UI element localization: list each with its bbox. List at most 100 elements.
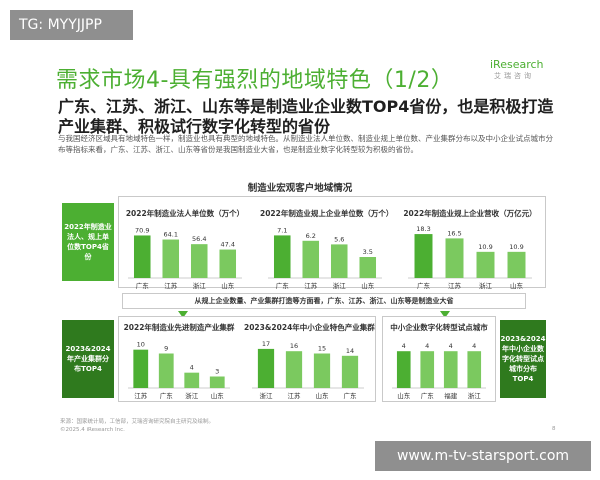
chart-1-category-3: 山东 (361, 281, 375, 290)
chart-4-bar-2 (313, 353, 331, 388)
chart-panel-3: 2022年制造业先进制造产业集群 10 江苏 9 广东 4 浙江 3 山东 (120, 322, 238, 400)
chart-2-bar-3 (507, 251, 526, 278)
chart-2-bar-2 (476, 251, 495, 278)
chart-2-value-3: 10.9 (509, 243, 523, 251)
chart-2-bar-0 (414, 234, 433, 278)
chart-3-category-2: 浙江 (185, 391, 199, 400)
chart-5-value-3: 4 (472, 342, 476, 350)
chart-title-1: 2022年制造业规上企业单位数（万个） (260, 209, 394, 218)
chart-5-bar-1 (420, 351, 435, 388)
chart-5-bar-0 (396, 351, 411, 388)
chart-3-category-0: 江苏 (134, 391, 148, 400)
chart-3-bar-1 (158, 353, 174, 388)
chart-5-category-3: 浙江 (468, 391, 482, 400)
side-label-bottom-left-text: 2023&2024年产业集群分布TOP4 (65, 345, 111, 373)
chart-3-bar-0 (133, 349, 149, 388)
chart-title-2: 2022年制造业规上企业营收（万亿元） (403, 209, 537, 218)
chart-1-bar-0 (273, 235, 291, 278)
watermark-url: www.m-tv-starsport.com (375, 441, 591, 471)
chart-0-value-0: 70.9 (135, 226, 149, 234)
chart-title-5: 中小企业数字化转型试点城市 (390, 323, 488, 332)
chart-5-category-2: 福建 (444, 391, 458, 400)
chart-2-category-1: 江苏 (448, 281, 462, 290)
chart-0-category-3: 山东 (221, 281, 235, 290)
description: 与我国经济区域具有地域特色一样，制造业也具有典型的地域特色。从制造业法人单位数、… (58, 134, 553, 154)
footer-copyright: ©2025.4 iResearch Inc. (60, 427, 125, 433)
chart-5-bar-3 (467, 351, 482, 388)
chart-4-category-1: 江苏 (288, 391, 302, 400)
chart-0-category-2: 浙江 (193, 281, 207, 290)
chart-2-value-2: 10.9 (478, 243, 492, 251)
bar-chart-5: 4 山东 4 广东 4 福建 4 浙江 (392, 342, 486, 400)
chart-4-category-0: 浙江 (260, 391, 274, 400)
footer-source: 来源：国家统计局，工信部，艾瑞咨询研究院自主研究及绘制。 (60, 419, 215, 425)
page-title: 需求市场4-具有强烈的地域特色（1/2） (56, 68, 454, 93)
side-label-bottom-left: 2023&2024年产业集群分布TOP4 (62, 320, 114, 398)
arrow-down-icon-left (178, 311, 188, 318)
chart-0-category-0: 广东 (136, 281, 150, 290)
chart-2-bar-1 (445, 238, 464, 278)
chart-1-bar-3 (359, 257, 377, 278)
iresearch-logo: iResearch 艾瑞咨询 (490, 58, 550, 80)
chart-0-value-1: 64.1 (164, 231, 178, 239)
chart-3-value-1: 9 (164, 345, 168, 353)
bar-chart-2: 18.3 广东 16.5 江苏 10.9 浙江 10.9 山东 (408, 225, 532, 290)
chart-2-category-3: 山东 (510, 281, 524, 290)
chart-4-value-3: 14 (346, 347, 354, 355)
chart-0-bar-2 (190, 244, 208, 278)
chart-1-value-1: 6.2 (306, 232, 316, 240)
chart-0-value-3: 47.4 (221, 241, 235, 249)
chart-panel-0: 2022年制造业法人单位数（万个） 70.9 广东 64.1 江苏 56.4 浙江 47.4… (120, 208, 250, 290)
chart-4-bar-0 (257, 348, 275, 388)
page-number: 8 (552, 426, 556, 432)
chart-1-value-2: 5.6 (334, 235, 344, 243)
chart-panel-2: 2022年制造业规上企业营收（万亿元） 18.3 广东 16.5 江苏 10.9 浙江 10… (400, 208, 540, 290)
arrow-down-icon-right (440, 311, 450, 318)
chart-1-category-0: 广东 (276, 281, 290, 290)
chart-1-bar-2 (330, 244, 348, 278)
chart-5-category-0: 山东 (397, 391, 411, 400)
footer: 来源：国家统计局，工信部，艾瑞咨询研究院自主研究及绘制。 ©2025.4 iRe… (60, 418, 214, 434)
chart-5-value-0: 4 (402, 342, 406, 350)
chart-4-value-1: 16 (290, 342, 298, 350)
chart-2-value-0: 18.3 (416, 225, 430, 233)
chart-2-category-0: 广东 (417, 281, 431, 290)
chart-4-value-0: 17 (262, 340, 270, 348)
chart-0-bar-3 (219, 249, 237, 278)
bar-chart-4: 17 浙江 16 江苏 15 山东 14 广东 (252, 340, 364, 400)
chart-2-category-2: 浙江 (479, 281, 493, 290)
chart-title-0: 2022年制造业法人单位数（万个） (125, 209, 245, 218)
logo-text: iResearch (490, 58, 544, 71)
chart-1-value-0: 7.1 (277, 226, 287, 234)
chart-3-value-2: 4 (190, 364, 194, 372)
chart-title-4: 2023&2024年中小企业特色产业集群 (244, 323, 375, 332)
headline: 广东、江苏、浙江、山东等是制造业企业数TOP4省份，也是积极打造产业集群、积极试… (58, 97, 554, 136)
side-label-bottom-right-text: 2023&2024年中小企业数字化转型试点城市分布TOP4 (500, 335, 546, 383)
chart-3-category-1: 广东 (160, 391, 174, 400)
chart-3-value-0: 10 (137, 341, 145, 349)
chart-0-category-1: 江苏 (164, 281, 178, 290)
watermark-tg: TG: MYYJJPP (10, 10, 133, 40)
chart-3-bar-2 (184, 372, 200, 388)
bar-chart-3: 10 江苏 9 广东 4 浙江 3 山东 (128, 341, 230, 400)
bar-chart-1: 7.1 广东 6.2 江苏 5.6 浙江 3.5 山东 (268, 226, 382, 290)
chart-panel-5: 中小企业数字化转型试点城市 4 山东 4 广东 4 福建 4 浙江 (384, 322, 494, 400)
chart-3-category-3: 山东 (211, 391, 225, 400)
logo-subtext: 艾瑞咨询 (494, 72, 534, 80)
chart-2-value-1: 16.5 (447, 229, 461, 237)
chart-1-category-2: 浙江 (333, 281, 347, 290)
chart-0-bar-1 (162, 239, 180, 278)
chart-1-bar-1 (302, 240, 320, 278)
chart-5-category-1: 广东 (421, 391, 435, 400)
chart-5-value-1: 4 (425, 342, 429, 350)
chart-3-value-3: 3 (215, 368, 219, 376)
side-label-top-text: 2022年制造业法人、规上单位数TOP4省份 (64, 223, 112, 261)
side-label-top: 2022年制造业法人、规上单位数TOP4省份 (62, 203, 114, 281)
chart-1-category-1: 江苏 (304, 281, 318, 290)
chart-4-category-2: 山东 (316, 391, 330, 400)
mid-banner: 从规上企业数量、产业集群打造等方面看，广东、江苏、浙江、山东等是制造业大省 (122, 293, 526, 309)
chart-4-value-2: 15 (318, 345, 326, 353)
chart-5-bar-2 (443, 351, 458, 388)
chart-title-3: 2022年制造业先进制造产业集群 (123, 323, 235, 332)
